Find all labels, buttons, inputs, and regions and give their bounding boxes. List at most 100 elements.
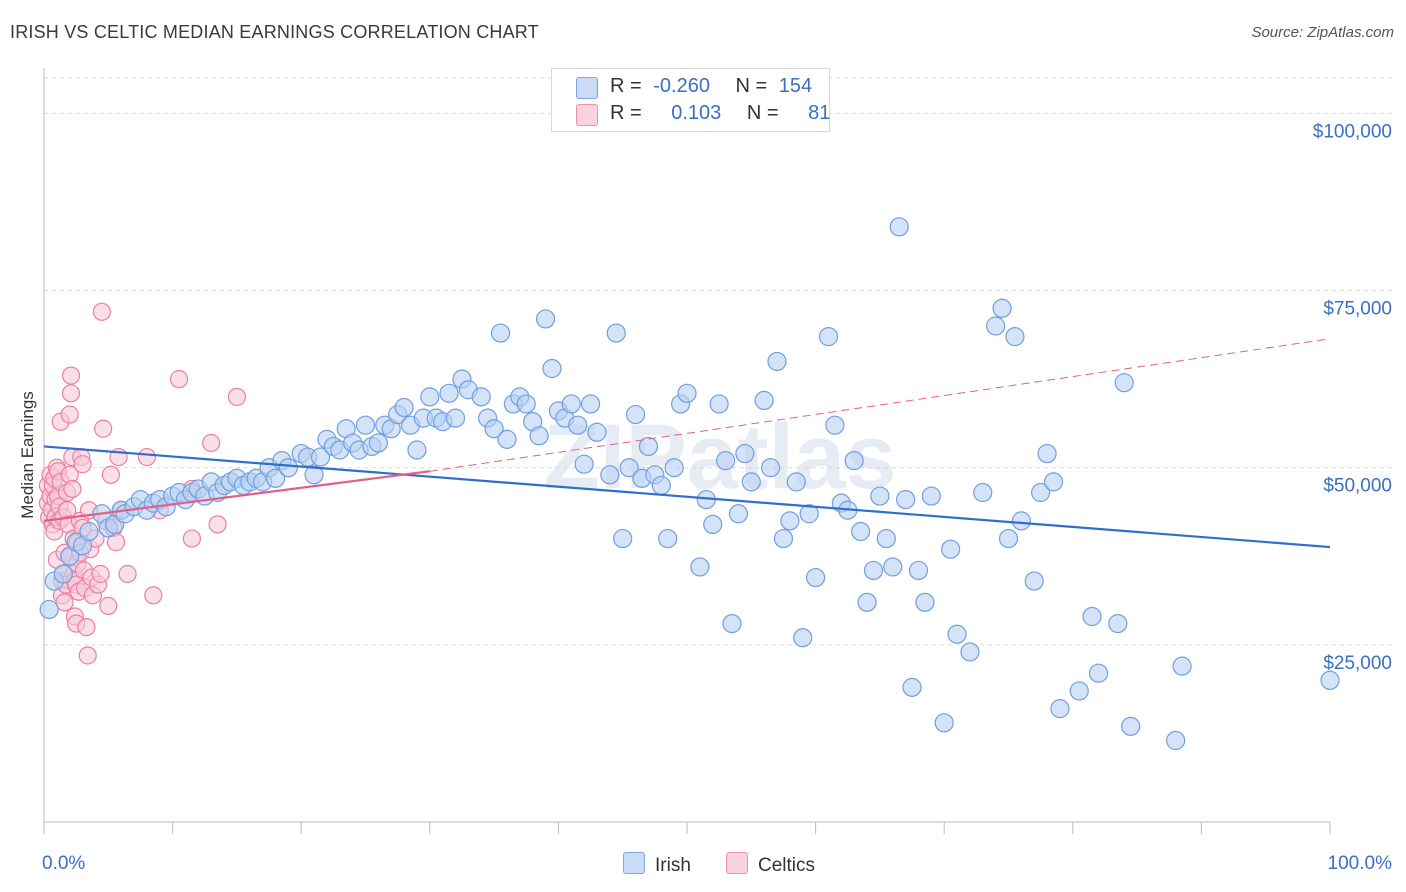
irish-point — [368, 433, 388, 453]
labels-layer: $25,000 $50,000 $75,000 $100,000 0.0% 100.0% M… — [18, 121, 1392, 874]
irish-point — [947, 624, 967, 644]
irish-point — [490, 323, 511, 343]
irish-point — [1069, 681, 1089, 701]
irish-point — [1121, 716, 1141, 736]
irish-swatch — [576, 77, 598, 99]
irish-point — [542, 358, 562, 379]
irish-point — [915, 592, 935, 612]
irish-point — [851, 521, 871, 542]
y-tick-label: $100,000 — [1313, 121, 1392, 142]
legend-n-value: 81 — [808, 102, 831, 124]
x-tick-label: 100.0% — [1328, 853, 1393, 874]
irish-point — [658, 528, 678, 549]
irish-point — [863, 560, 884, 581]
irish-point — [896, 490, 916, 510]
irish-point — [818, 327, 839, 347]
irish-point — [471, 387, 491, 407]
irish-point — [561, 394, 581, 414]
irish-point — [516, 394, 536, 414]
irish-point — [394, 397, 414, 418]
irish-point — [613, 528, 633, 549]
irish-point — [310, 447, 331, 467]
celtics-legend-label: Celtics — [758, 855, 816, 876]
irish-point — [1114, 373, 1134, 393]
celtics-point — [55, 593, 74, 612]
irish-point — [902, 677, 922, 697]
axes-layer — [43, 68, 1331, 834]
legend-n-label: N = — [735, 75, 768, 97]
irish-point — [986, 316, 1006, 336]
irish-point — [1166, 730, 1186, 751]
irish-point — [767, 351, 787, 372]
irish-point — [799, 504, 819, 524]
bottom-legend-celtics: Celtics — [726, 852, 815, 877]
celtics-point — [94, 419, 113, 438]
irish-point — [53, 564, 73, 584]
legend-r-value: 0.103 — [671, 102, 722, 124]
irish-point — [497, 429, 517, 449]
irish-point — [793, 628, 813, 648]
irish-point — [39, 599, 59, 620]
chart-title: IRISH VS CELTIC MEDIAN EARNINGS CORRELAT… — [10, 22, 539, 42]
y-axis-title: Median Earnings — [18, 391, 37, 519]
points-layer — [38, 217, 1340, 751]
irish-point — [420, 387, 440, 407]
celtics-point — [91, 564, 110, 584]
y-tick-label: $50,000 — [1323, 476, 1392, 497]
irish-point — [754, 390, 774, 410]
irish-point — [625, 404, 646, 425]
irish-point — [1031, 482, 1051, 503]
irish-point — [889, 217, 909, 237]
celtics-point — [60, 405, 79, 424]
irish-point — [973, 482, 993, 503]
irish-point — [780, 511, 800, 531]
correlation-legend: R = -0.260 N = 154 R = 0.103 N = 81 — [551, 68, 830, 132]
y-tick-label: $75,000 — [1323, 299, 1392, 320]
legend-r-label: R = — [610, 75, 642, 97]
irish-point — [825, 415, 845, 435]
irish-point — [304, 465, 324, 485]
celtics-point — [99, 596, 118, 615]
celtics-point — [208, 515, 227, 534]
irish-point — [568, 415, 588, 435]
irish-point — [760, 458, 781, 478]
irish-point — [1172, 656, 1192, 676]
irish-point — [278, 458, 298, 478]
irish-point — [960, 642, 980, 662]
grid-layer — [44, 77, 1392, 646]
irish-point — [934, 713, 954, 733]
irish-point — [265, 468, 286, 488]
celtics-point — [77, 618, 96, 637]
irish-point — [1088, 663, 1109, 683]
irish-point — [1037, 443, 1057, 464]
celtics-point — [118, 564, 137, 584]
celtics-point — [101, 465, 120, 484]
irish-point — [876, 528, 896, 549]
irish-point — [1108, 613, 1128, 634]
celtics-swatch — [576, 104, 598, 126]
irish-point — [677, 383, 697, 403]
celtics-point — [137, 447, 156, 467]
celtics-trend-line-dashed — [429, 338, 1331, 472]
irish-point — [883, 557, 903, 577]
irish-point — [735, 443, 755, 464]
irish-point — [786, 472, 806, 492]
source-credit: Source: ZipAtlas.com — [1251, 24, 1394, 41]
irish-point — [606, 323, 626, 343]
irish-point — [703, 514, 723, 535]
celtics-point — [182, 529, 201, 548]
irish-point — [1043, 472, 1064, 492]
celtics-point — [63, 479, 82, 499]
irish-point — [445, 408, 466, 428]
celtics-trend-line-solid — [43, 470, 430, 522]
irish-point — [870, 486, 890, 506]
irish-point — [619, 458, 639, 478]
celtics-point — [227, 387, 246, 406]
celtics-point — [92, 302, 111, 321]
irish-point — [805, 567, 826, 588]
irish-point — [587, 422, 607, 442]
irish-legend-swatch — [623, 852, 645, 874]
irish-point — [1050, 699, 1070, 719]
irish-point — [722, 613, 742, 634]
